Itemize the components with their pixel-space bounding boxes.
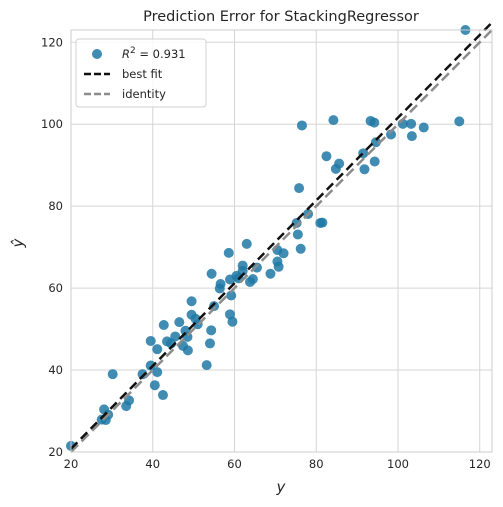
x-tick-label: 80: [309, 457, 324, 471]
legend-identity-label: identity: [122, 87, 166, 101]
legend-marker-r2: [92, 49, 102, 59]
y-tick-label: 40: [48, 363, 63, 377]
data-point: [273, 261, 284, 272]
data-point: [406, 131, 417, 142]
data-point: [107, 369, 118, 380]
data-point: [204, 338, 215, 349]
y-tick-label: 20: [48, 445, 63, 459]
data-point: [206, 268, 217, 279]
x-tick-labels: 20 40 60 80 100 120: [64, 457, 491, 471]
data-point: [247, 274, 258, 285]
data-point: [149, 380, 160, 391]
data-point: [223, 247, 234, 258]
legend-r2-label: R2 = 0.931: [122, 46, 186, 61]
data-point: [294, 183, 305, 194]
x-tick-label: 100: [387, 457, 409, 471]
data-point: [237, 265, 248, 276]
legend-r2-symbol: R: [122, 47, 130, 61]
data-point: [370, 137, 381, 148]
chart-title: Prediction Error for StackingRegressor: [143, 9, 419, 25]
x-tick-label: 20: [64, 457, 79, 471]
data-point: [369, 117, 380, 128]
data-point: [158, 319, 169, 330]
legend-best-fit-label: best fit: [122, 67, 163, 81]
data-point: [328, 115, 339, 126]
x-axis-label: y: [276, 478, 287, 496]
data-point: [145, 335, 156, 346]
y-axis-label: ŷ: [9, 237, 27, 248]
data-point: [241, 238, 252, 249]
data-point: [295, 243, 306, 254]
data-point: [226, 290, 237, 301]
data-point: [145, 360, 156, 371]
data-point: [170, 331, 181, 342]
best-fit-line: [70, 21, 493, 450]
data-point: [174, 317, 185, 328]
data-point: [296, 120, 307, 131]
data-point: [186, 296, 197, 307]
data-point: [454, 116, 465, 127]
data-point: [317, 217, 328, 228]
data-point: [321, 151, 332, 162]
identity-line: [70, 29, 493, 453]
data-point: [152, 344, 163, 355]
y-tick-labels: 20 40 60 80 100 120: [41, 35, 63, 459]
legend: R2 = 0.931 best fit identity: [75, 38, 207, 108]
data-point: [278, 248, 289, 259]
data-point: [251, 262, 262, 273]
y-tick-label: 60: [48, 281, 63, 295]
data-point: [292, 229, 303, 240]
data-point: [152, 367, 163, 378]
data-point: [227, 316, 238, 327]
data-point: [406, 118, 417, 129]
data-point: [182, 345, 193, 356]
data-point: [209, 301, 220, 312]
data-point: [215, 279, 226, 290]
data-point: [265, 268, 276, 279]
legend-r2-superscript: 2: [130, 46, 136, 56]
legend-r2-value: = 0.931: [136, 47, 186, 61]
data-point: [359, 164, 370, 175]
data-point: [206, 325, 217, 336]
data-point: [157, 390, 168, 401]
data-point: [334, 158, 345, 169]
data-point: [291, 217, 302, 228]
y-tick-label: 80: [48, 199, 63, 213]
data-point: [369, 156, 380, 167]
x-tick-label: 40: [145, 457, 160, 471]
x-tick-label: 60: [227, 457, 242, 471]
y-tick-label: 100: [41, 117, 63, 131]
y-tick-label: 120: [41, 35, 63, 49]
x-tick-label: 120: [469, 457, 491, 471]
data-point: [201, 360, 212, 371]
plot-border: [70, 29, 493, 453]
data-point: [418, 122, 429, 133]
legend-box: [75, 38, 207, 108]
